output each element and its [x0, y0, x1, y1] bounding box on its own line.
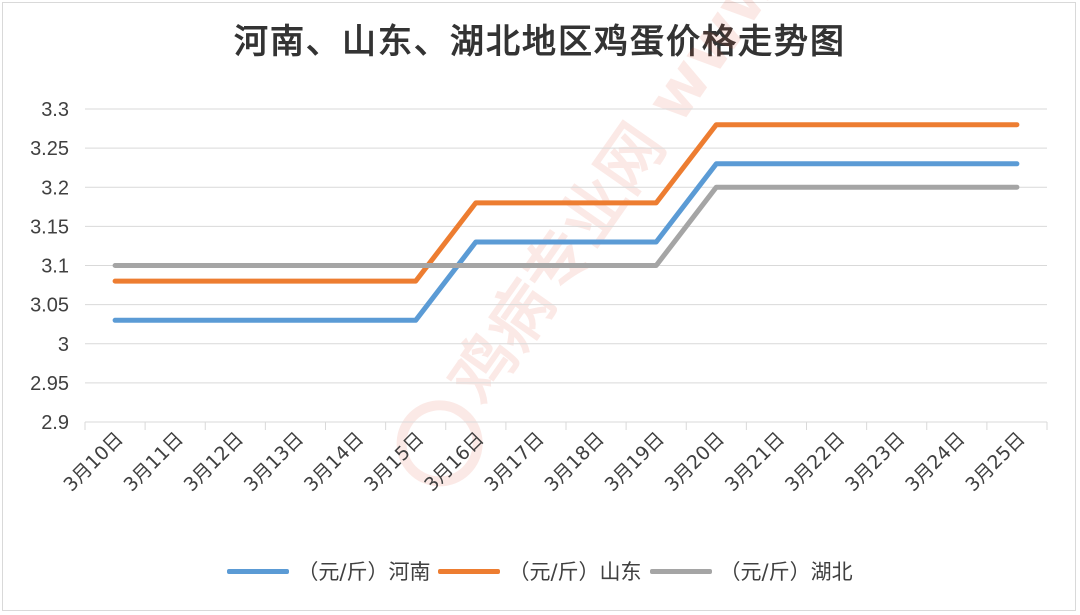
y-tick-label: 3.25 — [30, 138, 69, 160]
legend-item-hubei[interactable]: （元/斤）湖北 — [649, 556, 853, 586]
watermark-text: 鸡病专业网 www.jbzyw.com — [436, 0, 1021, 416]
x-tick-label: 3月21日 — [721, 428, 789, 496]
x-tick-label: 3月11日 — [120, 428, 188, 496]
series-line-0[interactable] — [112, 161, 1020, 323]
legend-label-shandong: （元/斤）山东 — [508, 560, 642, 584]
x-tick-label: 3月23日 — [841, 428, 909, 496]
legend-swatch-hubei — [649, 568, 712, 574]
x-tick-label: 3月10日 — [60, 428, 128, 496]
legend-item-henan[interactable]: （元/斤）河南 — [227, 556, 430, 586]
x-tick-label: 3月15日 — [360, 428, 428, 496]
series-lines — [112, 122, 1020, 323]
y-tick-label: 3.3 — [41, 99, 69, 121]
x-tick-label: 3月12日 — [180, 428, 248, 496]
y-tick-label: 2.9 — [41, 412, 69, 434]
chart-title: 河南、山东、湖北地区鸡蛋价格走势图 — [234, 22, 846, 62]
y-tick-label: 3 — [58, 334, 69, 356]
y-tick-label: 2.95 — [30, 373, 69, 395]
legend-swatch-henan — [227, 568, 290, 574]
legend-item-shandong[interactable]: （元/斤）山东 — [438, 556, 642, 586]
x-tick-label: 3月18日 — [541, 428, 609, 496]
legend-label-henan: （元/斤）河南 — [297, 560, 431, 584]
x-tick-label: 3月22日 — [781, 428, 849, 496]
y-tick-label: 3.05 — [30, 295, 69, 317]
x-tick-label: 3月19日 — [601, 428, 669, 496]
x-tick-label: 3月17日 — [480, 428, 548, 496]
y-tick-label: 3.1 — [41, 256, 69, 278]
x-tick-label: 3月14日 — [300, 428, 368, 496]
series-line-1[interactable] — [112, 122, 1020, 284]
x-tick-label: 3月24日 — [901, 428, 969, 496]
x-tick-label: 3月25日 — [961, 428, 1029, 496]
legend: （元/斤）河南 （元/斤）山东 （元/斤）湖北 — [0, 556, 1080, 586]
y-axis: 3.3 3.25 3.2 3.15 3.1 3.05 3 2.95 2.9 — [30, 99, 69, 434]
legend-label-hubei: （元/斤）湖北 — [719, 560, 853, 584]
x-tick-label: 3月13日 — [240, 428, 308, 496]
y-tick-label: 3.15 — [30, 216, 69, 238]
y-tick-label: 3.2 — [41, 177, 69, 199]
series-line-2[interactable] — [112, 184, 1020, 268]
legend-swatch-shandong — [438, 568, 501, 574]
x-tick-label: 3月20日 — [661, 428, 729, 496]
x-axis: 3月10日3月11日3月12日3月13日3月14日3月15日3月16日3月17日… — [60, 422, 1048, 496]
